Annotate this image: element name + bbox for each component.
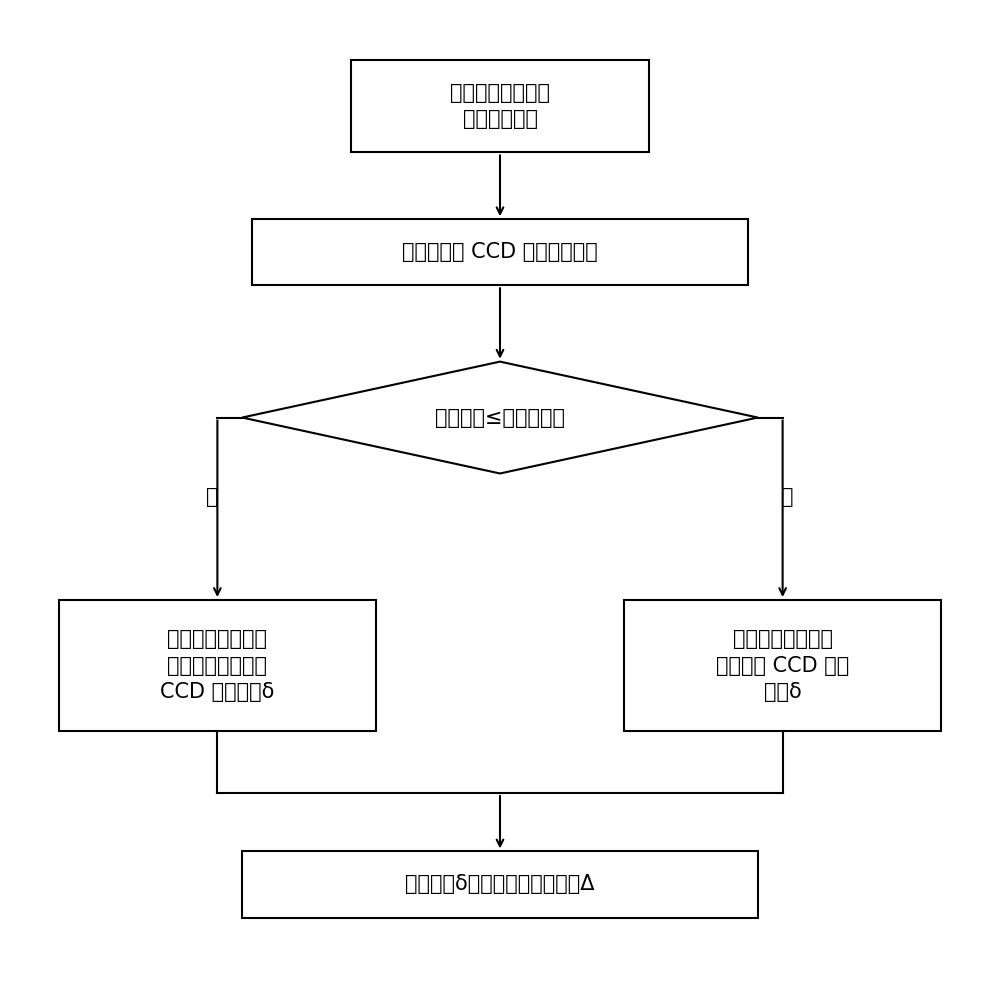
Text: 激光聚焦垂直入射
被测物体表面: 激光聚焦垂直入射 被测物体表面 <box>450 83 550 129</box>
Text: 信号带宽≤带宽阈值？: 信号带宽≤带宽阈值？ <box>435 407 565 428</box>
Bar <box>252 219 748 285</box>
Text: 是: 是 <box>206 488 219 507</box>
Bar <box>351 60 649 152</box>
Bar <box>242 852 758 917</box>
Polygon shape <box>242 362 758 474</box>
Text: 否: 否 <box>781 488 794 507</box>
Text: 散射光成像 CCD 得到散射光斑: 散射光成像 CCD 得到散射光斑 <box>402 242 598 262</box>
Bar <box>624 600 941 731</box>
Bar <box>59 600 376 731</box>
Text: 采用相关法测量散
射光斑在 CCD 上的
位移δ: 采用相关法测量散 射光斑在 CCD 上的 位移δ <box>716 629 849 702</box>
Text: 采用平均加权重心
法测量散射光斑在
CCD 上的位移δ: 采用平均加权重心 法测量散射光斑在 CCD 上的位移δ <box>160 629 275 702</box>
Text: 依据位移δ计算被测物体的位移Δ: 依据位移δ计算被测物体的位移Δ <box>405 874 595 895</box>
